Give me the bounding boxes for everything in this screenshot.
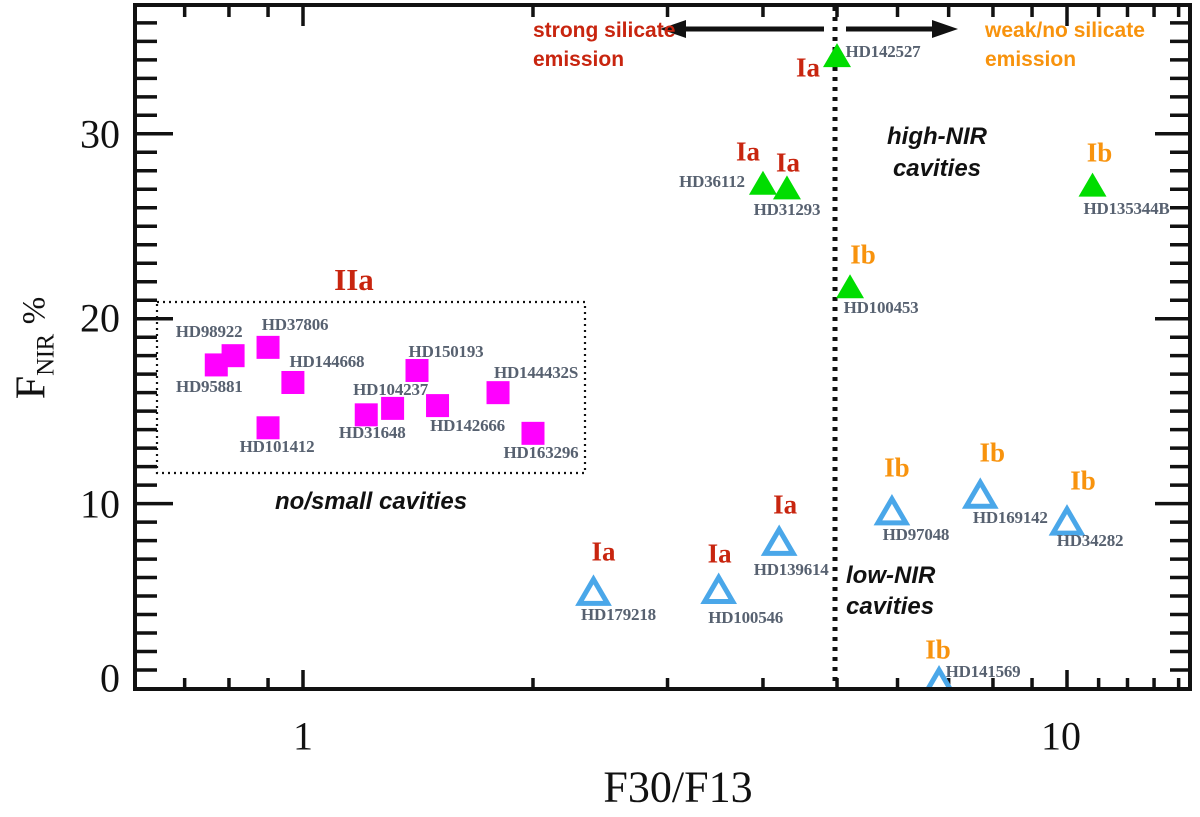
point-label-HD34282: HD34282 <box>1056 531 1124 551</box>
annotation-low-nir-cavities: low-NIR cavities <box>846 560 935 622</box>
data-point-HD100453 <box>836 274 865 299</box>
point-label-HD139614: HD139614 <box>753 560 829 580</box>
annotation-weak-silicate: weak/no silicate emission <box>985 16 1145 74</box>
group-label-Ib-HD135344B: Ib <box>1086 137 1113 168</box>
data-point-HD31293 <box>772 175 801 200</box>
point-label-HD31648: HD31648 <box>338 422 406 442</box>
point-label-HD100546: HD100546 <box>708 607 784 627</box>
data-point-HD139614 <box>760 524 798 556</box>
data-point-HD142527 <box>823 43 852 68</box>
group-label-Ia-HD179218: Ia <box>591 536 616 567</box>
data-point-HD150193 <box>405 358 429 382</box>
y-axis-title-main: F <box>8 375 55 400</box>
data-point-HD169142 <box>961 477 999 509</box>
annotation-line: cavities <box>892 155 982 182</box>
group-label-Ib-HD100453: Ib <box>850 239 876 270</box>
group-label-Ib-HD97048: Ib <box>884 452 910 483</box>
point-label-HD97048: HD97048 <box>882 524 950 544</box>
point-label-HD142527: HD142527 <box>845 42 921 62</box>
data-point-HD101412 <box>256 416 280 440</box>
data-markers <box>204 43 1107 687</box>
point-label-HD141569: HD141569 <box>945 661 1021 681</box>
data-point-HD31648 <box>354 403 378 427</box>
point-label-HD163296: HD163296 <box>503 443 579 463</box>
point-label-HD169142: HD169142 <box>972 508 1048 528</box>
data-point-HD135344B <box>1078 172 1107 197</box>
annotation-line: weak/no silicate <box>985 19 1145 42</box>
point-label-HD95881: HD95881 <box>175 376 243 396</box>
x-tick-label-10: 10 <box>1041 713 1081 759</box>
data-point-HD144668 <box>281 370 305 394</box>
data-point-HD37806 <box>256 335 280 359</box>
data-point-HD34282 <box>1048 504 1086 536</box>
data-point-HD97048 <box>873 493 911 526</box>
y-tick-label-10: 10 <box>80 481 120 527</box>
group-label-Ia-HD142527: Ia <box>795 52 821 83</box>
annotation-line: strong silicate <box>533 19 676 42</box>
data-point-HD179218 <box>575 574 612 606</box>
data-point-HD100546 <box>700 572 738 605</box>
point-label-HD101412: HD101412 <box>239 436 315 456</box>
annotation-strong-silicate: strong silicate emission <box>533 16 675 74</box>
axis-ticks <box>137 7 1188 687</box>
point-label-HD100453: HD100453 <box>843 298 919 318</box>
group-label-Ia-HD31293: Ia <box>775 147 800 178</box>
point-label-HD98922: HD98922 <box>175 321 243 341</box>
point-label-HD104237: HD104237 <box>353 380 429 400</box>
plot-frame <box>133 3 1192 691</box>
annotation-line: emission <box>533 48 625 71</box>
left-arrow-icon <box>660 20 686 38</box>
group-label-IIa: IIa <box>334 262 374 297</box>
data-point-HD141569 <box>926 664 952 687</box>
annotation-line: low-NIR <box>846 562 936 589</box>
point-label-HD144668: HD144668 <box>289 352 365 372</box>
point-label-HD150193: HD150193 <box>408 342 484 362</box>
data-point-HD163296 <box>521 421 545 445</box>
data-point-HD142666 <box>426 394 450 418</box>
annotation-line: cavities <box>846 593 935 620</box>
annotation-line: emission <box>985 48 1077 71</box>
annotation-high-nir-cavities: high-NIR cavities <box>887 121 987 185</box>
y-axis-title: FNIR% <box>8 297 61 399</box>
y-tick-label-20: 20 <box>80 295 120 341</box>
y-tick-label-0: 0 <box>100 655 120 700</box>
data-point-HD104237 <box>381 396 405 420</box>
x-tick-label-1: 1 <box>293 713 313 759</box>
point-label-HD135344B: HD135344B <box>1083 198 1170 218</box>
data-point-HD36112 <box>748 170 777 195</box>
right-arrow-icon <box>932 20 958 38</box>
point-label-HD179218: HD179218 <box>581 605 656 625</box>
y-axis-title-subscript: NIR <box>32 334 60 376</box>
point-label-HD142666: HD142666 <box>430 415 505 435</box>
group-label-Ib-HD34282: Ib <box>1070 465 1096 496</box>
point-label-HD144432S: HD144432S <box>493 362 579 382</box>
annotation-no-small-cavities: no/small cavities <box>274 488 468 515</box>
group-label-Ia-HD36112: Ia <box>735 136 760 167</box>
data-point-HD95881 <box>204 353 228 377</box>
point-label-HD37806: HD37806 <box>261 315 329 335</box>
silicate-direction-arrows <box>660 20 958 38</box>
point-label-HD36112: HD36112 <box>679 171 745 191</box>
y-axis-title-unit: % <box>16 296 53 325</box>
x-axis-title: F30/F13 <box>603 762 753 812</box>
y-tick-label-30: 30 <box>80 111 120 157</box>
data-point-HD144432S <box>486 381 510 405</box>
annotation-line: high-NIR <box>887 123 987 150</box>
group-label-Ib-HD141569: Ib <box>925 634 951 665</box>
group-label-Ia-HD139614: Ia <box>773 489 798 520</box>
group-label-Ib-HD169142: Ib <box>979 437 1006 468</box>
point-label-HD31293: HD31293 <box>753 200 821 220</box>
group-label-Ia-HD100546: Ia <box>707 538 732 568</box>
